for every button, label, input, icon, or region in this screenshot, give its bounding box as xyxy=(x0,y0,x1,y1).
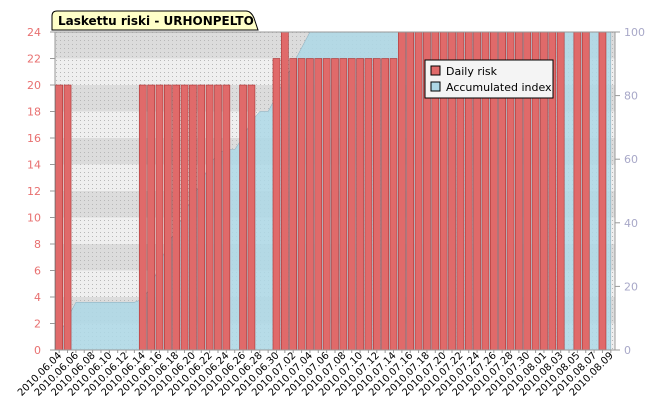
y2-tick-label: 20 xyxy=(624,280,638,293)
y-tick-label: 4 xyxy=(34,291,41,304)
legend-box xyxy=(424,59,554,99)
bar xyxy=(63,84,72,351)
bar xyxy=(598,31,607,351)
bar xyxy=(138,84,147,351)
y-tick-label: 0 xyxy=(34,344,41,357)
bar xyxy=(289,58,298,351)
bar xyxy=(189,84,197,351)
legend-label: Accumulated index xyxy=(446,81,552,94)
bar xyxy=(356,58,364,351)
bar xyxy=(239,84,247,351)
bar xyxy=(556,31,565,351)
y2-tick-label: 60 xyxy=(624,153,638,166)
legend-label: Daily risk xyxy=(446,65,498,78)
y-tick-label: 8 xyxy=(34,238,41,251)
y-tick-label: 18 xyxy=(27,106,41,119)
bar xyxy=(205,84,214,351)
bar xyxy=(272,58,281,351)
y-tick-label: 2 xyxy=(34,318,41,331)
y-tick-label: 10 xyxy=(27,212,41,225)
bar xyxy=(398,31,406,351)
legend-swatch xyxy=(430,81,441,92)
y-tick-label: 12 xyxy=(27,185,41,198)
bar xyxy=(297,58,306,351)
y-tick-label: 6 xyxy=(34,265,41,278)
bar xyxy=(214,84,222,351)
legend: Daily risk Accumulated index xyxy=(424,59,554,99)
bar xyxy=(180,84,189,351)
bar xyxy=(339,58,348,351)
y2-tick-label: 0 xyxy=(624,344,631,357)
bar xyxy=(372,58,381,351)
bar xyxy=(389,58,398,351)
bar xyxy=(406,31,415,351)
bar xyxy=(364,58,373,351)
chart-title: Laskettu riski - URHONPELTO xyxy=(58,14,254,28)
y-tick-label: 14 xyxy=(27,159,41,172)
bar xyxy=(147,84,155,351)
bar xyxy=(155,84,164,351)
bar xyxy=(573,31,582,351)
bar xyxy=(306,58,314,351)
bar xyxy=(247,84,256,351)
y2-tick-label: 80 xyxy=(624,90,638,103)
bar xyxy=(331,58,339,351)
bar xyxy=(381,58,389,351)
bar xyxy=(164,84,172,351)
bar xyxy=(172,84,181,351)
bar xyxy=(347,58,356,351)
y2-tick-label: 40 xyxy=(624,217,638,230)
bar xyxy=(281,31,289,351)
y-tick-label: 24 xyxy=(27,26,41,39)
y2-tick-label: 100 xyxy=(624,26,645,39)
bar xyxy=(414,31,423,351)
bar xyxy=(314,58,323,351)
bar xyxy=(222,84,231,351)
bar xyxy=(581,31,590,351)
bar xyxy=(197,84,206,351)
bar xyxy=(55,84,63,351)
legend-swatch xyxy=(430,65,441,76)
bar xyxy=(322,58,331,351)
y-tick-label: 16 xyxy=(27,132,41,145)
y-tick-label: 20 xyxy=(27,79,41,92)
y-tick-label: 22 xyxy=(27,53,41,66)
plot xyxy=(55,31,612,351)
title-tab xyxy=(51,10,259,31)
